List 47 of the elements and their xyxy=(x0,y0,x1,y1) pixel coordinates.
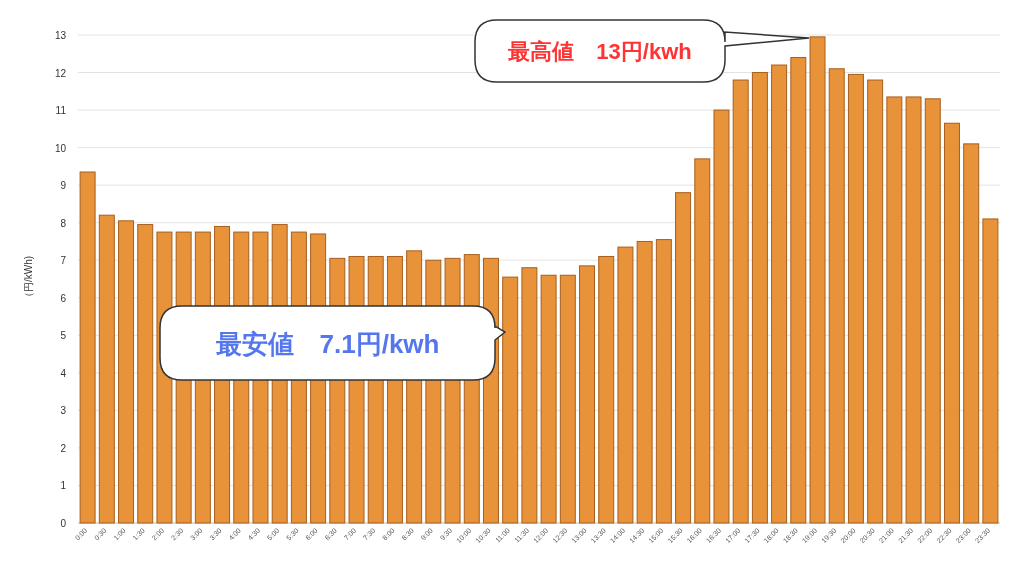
bar xyxy=(886,96,903,524)
bar xyxy=(963,143,980,524)
bar xyxy=(847,73,864,524)
bar xyxy=(617,246,634,524)
y-tick-label: 0 xyxy=(60,518,67,529)
y-tick-label: 11 xyxy=(55,105,67,117)
bar xyxy=(540,274,557,524)
annotation: 最高値 13円/kwh xyxy=(507,39,692,65)
bar xyxy=(655,239,672,524)
bar xyxy=(790,57,807,524)
annotation: 最安値 7.1円/kwh xyxy=(214,328,440,359)
y-tick-label: 2 xyxy=(60,442,67,454)
bar xyxy=(867,79,884,524)
y-tick-label: 9 xyxy=(60,180,67,192)
bar xyxy=(905,96,922,524)
bar xyxy=(924,98,941,524)
bar xyxy=(137,224,154,524)
bar xyxy=(751,72,768,524)
y-tick-label: 12 xyxy=(54,67,67,79)
y-axis-title: （円/kWh) xyxy=(23,255,34,303)
y-tick-label: 7 xyxy=(60,255,67,267)
bar xyxy=(943,122,960,524)
y-tick-label: 6 xyxy=(60,292,67,304)
bar xyxy=(636,240,653,524)
bar xyxy=(809,36,826,524)
bar xyxy=(79,171,96,524)
y-tick-label: 10 xyxy=(54,142,67,154)
bar xyxy=(713,109,730,524)
y-tick-label: 5 xyxy=(60,330,67,342)
bar xyxy=(675,192,692,524)
bar xyxy=(521,267,538,524)
y-tick-label: 4 xyxy=(60,367,67,379)
bar xyxy=(502,276,519,524)
y-tick-label: 13 xyxy=(54,30,67,41)
bar xyxy=(118,220,135,524)
bar xyxy=(559,274,576,524)
bar xyxy=(598,255,615,524)
y-tick-label: 1 xyxy=(60,480,67,492)
y-tick-label: 8 xyxy=(60,217,67,229)
bar xyxy=(98,214,115,524)
bar xyxy=(771,64,788,524)
bar xyxy=(982,218,999,524)
bar xyxy=(694,158,711,524)
bar xyxy=(828,68,845,524)
y-tick-label: 3 xyxy=(60,405,67,417)
bar xyxy=(579,265,596,524)
bar xyxy=(732,79,749,524)
